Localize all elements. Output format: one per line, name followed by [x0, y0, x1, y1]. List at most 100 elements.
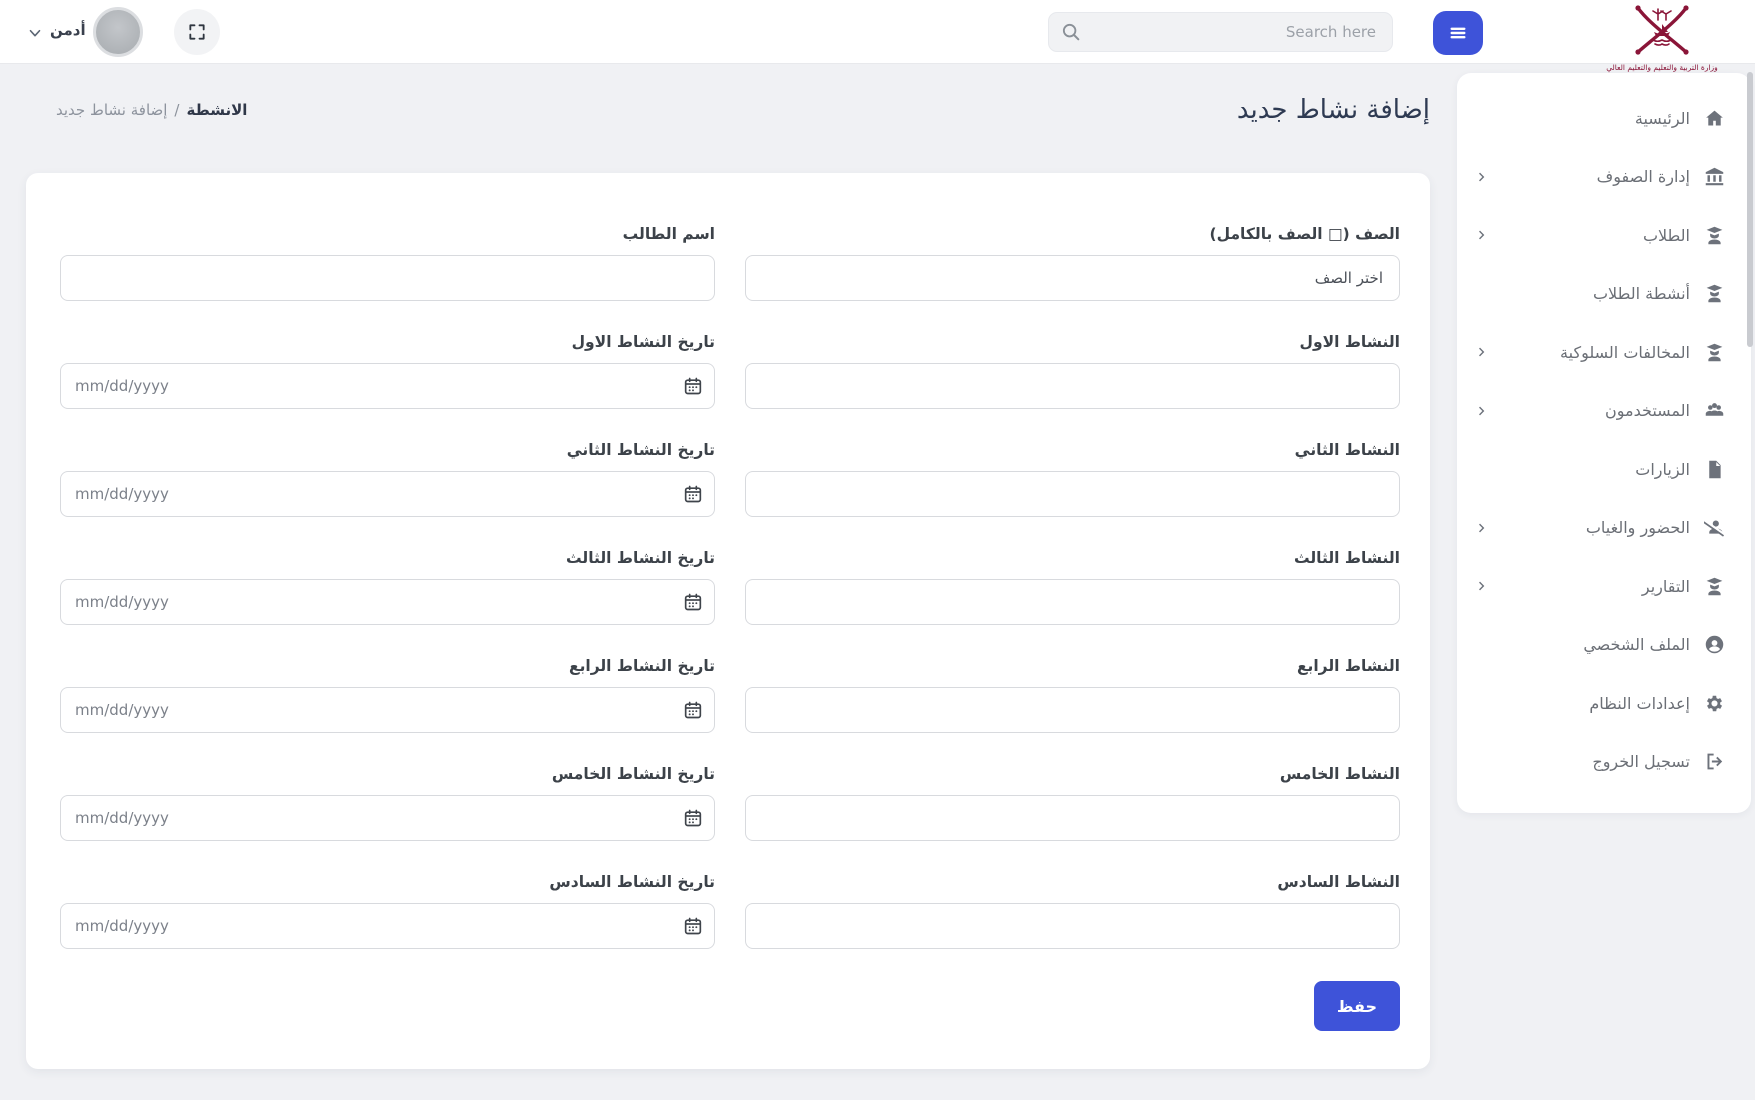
activity-date-field: تاريخ النشاط الثاني	[60, 441, 715, 517]
home-icon	[1703, 107, 1725, 129]
sidebar-item-label: الرئيسية	[1634, 108, 1690, 128]
activity-date-label: تاريخ النشاط الخامس	[551, 765, 715, 783]
sidebar-item[interactable]: إدارة الصفوف	[1457, 148, 1751, 207]
calendar-icon[interactable]	[683, 808, 703, 828]
chevron-right-icon	[1475, 345, 1489, 359]
user-avatar[interactable]	[93, 7, 143, 57]
fullscreen-button[interactable]	[174, 9, 220, 55]
activity-date-input[interactable]	[60, 687, 715, 733]
chevron-right-icon	[1475, 404, 1489, 418]
class-student-row: الصف (□ الصف بالكامل) اختر الصف اسم الطا…	[60, 225, 1400, 301]
activity-name-input[interactable]	[745, 579, 1400, 625]
sidebar-item-label: التقارير	[1641, 576, 1690, 596]
fullscreen-icon	[187, 22, 207, 42]
sidebar-item-label: المستخدمون	[1605, 401, 1690, 421]
calendar-icon[interactable]	[683, 592, 703, 612]
activity-name-field: النشاط الثالث	[745, 549, 1400, 625]
activity-name-input[interactable]	[745, 471, 1400, 517]
activity-name-label: النشاط الخامس	[1279, 765, 1400, 783]
sidebar-item-label: إعدادات النظام	[1589, 693, 1690, 713]
activity-row: النشاط الخامس تاريخ النشاط الخامس	[60, 765, 1400, 841]
activity-date-input[interactable]	[60, 795, 715, 841]
sidebar-toggle-button[interactable]	[1433, 11, 1483, 55]
users-icon	[1703, 400, 1725, 422]
sidebar-item[interactable]: المستخدمون	[1457, 382, 1751, 441]
sidebar-item[interactable]: الرئيسية	[1457, 89, 1751, 148]
activity-name-field: النشاط الرابع	[745, 657, 1400, 733]
gear-icon	[1703, 692, 1725, 714]
sidebar-item-label: الحضور والغياب	[1585, 518, 1690, 538]
sidebar-item[interactable]: المخالفات السلوكية	[1457, 323, 1751, 382]
activity-row: النشاط الرابع تاريخ النشاط الرابع	[60, 657, 1400, 733]
activity-date-input[interactable]	[60, 903, 715, 949]
sidebar-item-label: أنشطة الطلاب	[1592, 284, 1690, 304]
calendar-icon[interactable]	[683, 376, 703, 396]
breadcrumb-current: إضافة نشاط جديد	[56, 101, 168, 119]
student-icon	[1703, 575, 1725, 597]
activity-name-input[interactable]	[745, 795, 1400, 841]
activity-name-label: النشاط الثاني	[1294, 441, 1400, 459]
activity-date-field: تاريخ النشاط الاول	[60, 333, 715, 409]
university-icon	[1703, 166, 1725, 188]
sidebar-item[interactable]: تسجيل الخروج	[1457, 733, 1751, 792]
breadcrumb: الانشطة / إضافة نشاط جديد	[56, 101, 247, 119]
sidebar-item[interactable]: الطلاب	[1457, 206, 1751, 265]
sidebar-item[interactable]: الملف الشخصي	[1457, 616, 1751, 675]
calendar-icon[interactable]	[683, 916, 703, 936]
sidebar-item-label: تسجيل الخروج	[1592, 752, 1690, 772]
activity-date-label: تاريخ النشاط الاول	[571, 333, 715, 351]
add-activity-card: الصف (□ الصف بالكامل) اختر الصف اسم الطا…	[26, 173, 1430, 1069]
breadcrumb-separator: /	[174, 101, 180, 119]
activity-name-field: النشاط الثاني	[745, 441, 1400, 517]
activity-date-input[interactable]	[60, 363, 715, 409]
sidebar-item-label: الملف الشخصي	[1583, 635, 1690, 655]
activity-date-input[interactable]	[60, 471, 715, 517]
class-select[interactable]: اختر الصف	[745, 255, 1400, 301]
class-field: الصف (□ الصف بالكامل) اختر الصف	[745, 225, 1400, 301]
sidebar-item[interactable]: أنشطة الطلاب	[1457, 265, 1751, 324]
student-name-input[interactable]	[60, 255, 715, 301]
sidebar-item[interactable]: التقارير	[1457, 557, 1751, 616]
breadcrumb-parent[interactable]: الانشطة	[186, 101, 248, 119]
activity-name-input[interactable]	[745, 903, 1400, 949]
search-box	[1048, 12, 1393, 52]
sidebar-item[interactable]: إعدادات النظام	[1457, 674, 1751, 733]
activity-row: النشاط الاول تاريخ النشاط الاول	[60, 333, 1400, 409]
admin-menu-label[interactable]: أدمن	[50, 21, 86, 39]
top-bar: أدمن	[0, 0, 1755, 72]
file-icon	[1703, 458, 1725, 480]
logo-caption: وزارة التربية والتعليم والتعليم العالي	[1606, 63, 1718, 72]
menu-icon	[1448, 23, 1468, 43]
page-title: إضافة نشاط جديد	[1236, 95, 1430, 125]
activity-date-field: تاريخ النشاط الخامس	[60, 765, 715, 841]
activity-name-input[interactable]	[745, 363, 1400, 409]
save-button[interactable]: حفظ	[1313, 981, 1400, 1031]
chevron-right-icon	[1475, 521, 1489, 535]
navigation-sidebar: الرئيسية إدارة الصفوف الطلاب أنشطة الطلا…	[1457, 73, 1751, 813]
calendar-icon[interactable]	[683, 484, 703, 504]
user-circle-icon	[1703, 634, 1725, 656]
activity-name-input[interactable]	[745, 687, 1400, 733]
search-icon[interactable]	[1060, 21, 1082, 43]
search-input[interactable]	[1048, 12, 1393, 52]
sidebar-item-label: الزيارات	[1635, 459, 1690, 479]
vertical-scrollbar[interactable]	[1747, 72, 1753, 347]
chevron-down-icon[interactable]	[26, 24, 44, 42]
student-name-field: اسم الطالب	[60, 225, 715, 301]
activity-name-field: النشاط الخامس	[745, 765, 1400, 841]
calendar-icon[interactable]	[683, 700, 703, 720]
sidebar-item[interactable]: الزيارات	[1457, 440, 1751, 499]
activity-date-field: تاريخ النشاط الثالث	[60, 549, 715, 625]
page-head: إضافة نشاط جديد الانشطة / إضافة نشاط جدي…	[56, 88, 1430, 132]
sidebar-item-label: المخالفات السلوكية	[1560, 342, 1690, 362]
sidebar-item[interactable]: الحضور والغياب	[1457, 499, 1751, 558]
sidebar-item-label: الطلاب	[1642, 225, 1690, 245]
student-icon	[1703, 224, 1725, 246]
activity-name-label: النشاط الرابع	[1296, 657, 1400, 675]
ministry-logo: وزارة التربية والتعليم والتعليم العالي	[1598, 2, 1726, 72]
activity-name-field: النشاط الاول	[745, 333, 1400, 409]
activity-date-input[interactable]	[60, 579, 715, 625]
user-slash-icon	[1703, 517, 1725, 539]
qatar-moe-emblem-icon	[1626, 2, 1698, 55]
activity-row: النشاط الثاني تاريخ النشاط الثاني	[60, 441, 1400, 517]
